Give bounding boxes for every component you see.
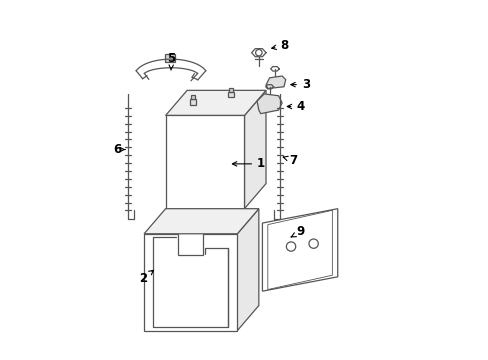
Text: 2: 2	[139, 270, 153, 285]
Text: 1: 1	[232, 157, 264, 170]
Text: 9: 9	[290, 225, 304, 238]
Polygon shape	[189, 99, 196, 105]
Polygon shape	[262, 209, 337, 291]
Text: 4: 4	[286, 100, 304, 113]
Polygon shape	[165, 116, 244, 209]
Polygon shape	[265, 76, 285, 89]
Text: 7: 7	[283, 154, 297, 167]
Text: 8: 8	[271, 39, 288, 52]
Polygon shape	[164, 54, 175, 62]
Text: 3: 3	[290, 78, 309, 91]
Text: 5: 5	[167, 51, 175, 70]
Polygon shape	[237, 209, 258, 330]
Polygon shape	[144, 209, 258, 234]
Polygon shape	[144, 234, 237, 330]
Polygon shape	[165, 90, 265, 116]
Polygon shape	[244, 90, 265, 209]
Text: 6: 6	[113, 143, 124, 156]
Polygon shape	[190, 95, 195, 99]
Polygon shape	[257, 94, 282, 114]
Polygon shape	[227, 92, 234, 97]
Polygon shape	[228, 87, 233, 92]
